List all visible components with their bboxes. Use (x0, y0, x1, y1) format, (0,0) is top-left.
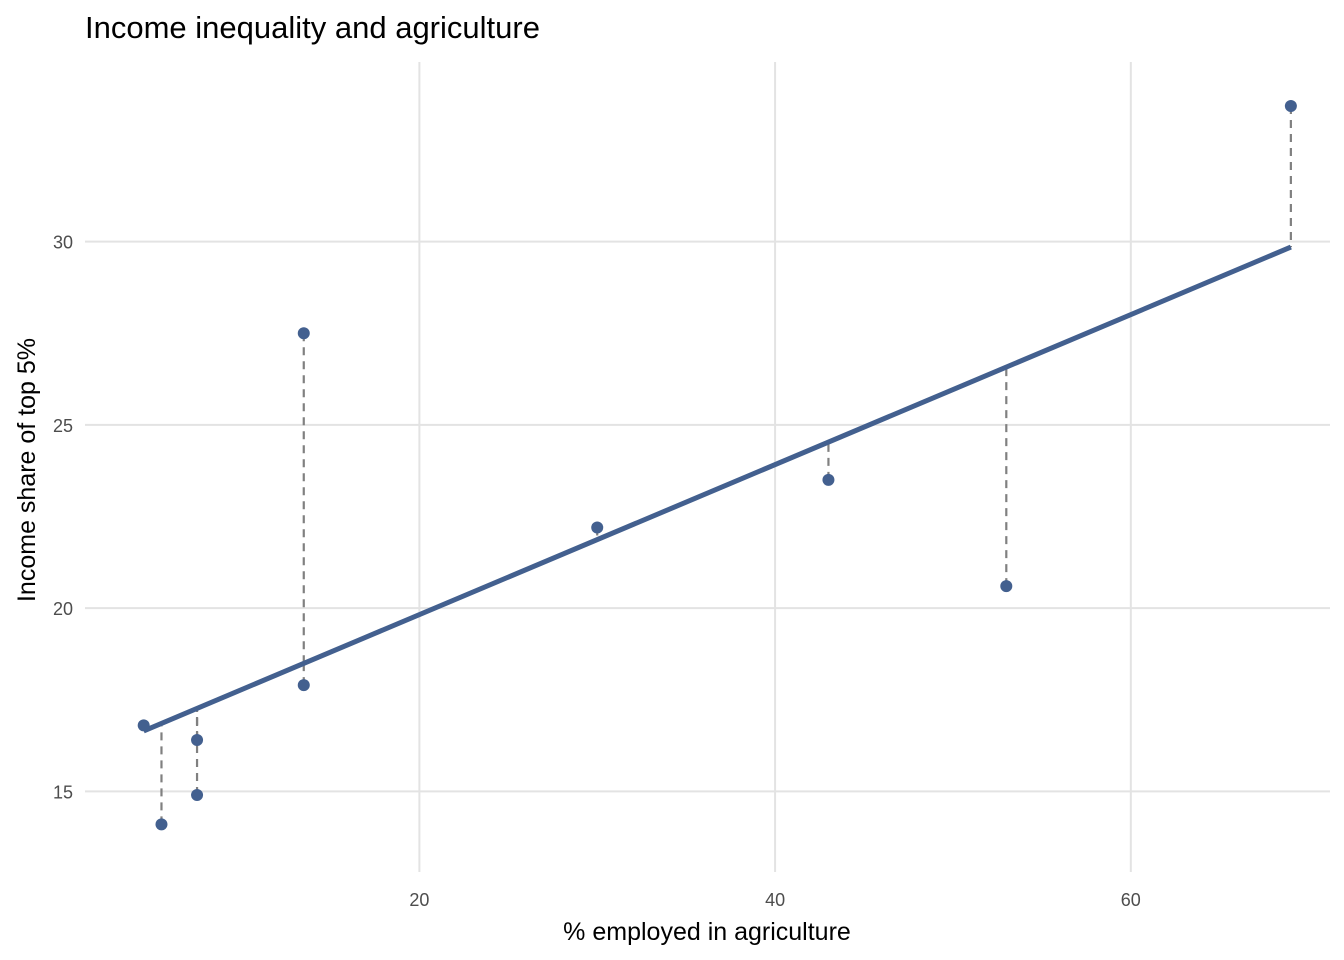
data-point (1000, 580, 1013, 593)
data-point (591, 521, 604, 534)
chart-title: Income inequality and agriculture (85, 10, 540, 45)
data-point (155, 818, 168, 831)
regression-line-group (142, 244, 1292, 734)
y-axis-label: Income share of top 5% (13, 338, 41, 602)
regression-line (142, 244, 1292, 734)
y-tick-label: 25 (53, 416, 73, 436)
x-tick-label: 60 (1121, 890, 1141, 910)
x-tick-labels: 20 40 60 (409, 890, 1140, 910)
x-axis-label: % employed in agriculture (563, 918, 851, 946)
y-tick-labels: 15 20 25 30 (53, 233, 73, 803)
data-point (297, 679, 310, 692)
x-tick-label: 40 (765, 890, 785, 910)
y-tick-label: 30 (53, 233, 73, 253)
data-points (137, 99, 1297, 831)
residual-lines (142, 105, 1292, 825)
data-point (297, 327, 310, 340)
y-tick-label: 20 (53, 599, 73, 619)
grid-lines (85, 62, 1330, 872)
x-tick-label: 20 (409, 890, 429, 910)
data-point (1284, 99, 1297, 112)
data-point (191, 789, 204, 802)
data-point (137, 719, 150, 732)
y-tick-label: 15 (53, 782, 73, 802)
data-point (191, 734, 204, 747)
data-point (822, 473, 835, 486)
